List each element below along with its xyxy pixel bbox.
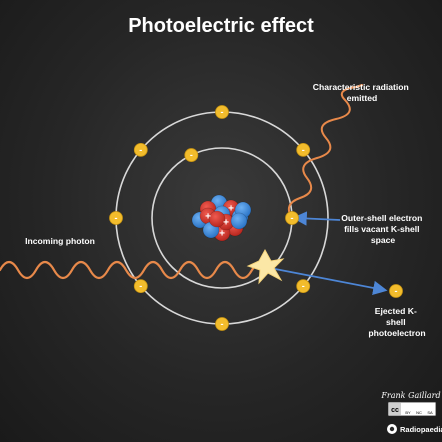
ejected-label: Ejected K- shell photoelectron (368, 306, 425, 338)
electron-dot (109, 211, 123, 225)
characteristic-line-1: Characteristic radiation (313, 82, 409, 92)
ejected-line-1: Ejected K- (375, 306, 417, 316)
proton-sign: + (228, 204, 234, 215)
proton-sign: + (219, 229, 225, 240)
incoming-photon-wave (0, 260, 265, 280)
electron-sign: - (221, 107, 224, 117)
credit-author: Frank Gaillard (380, 391, 440, 400)
electron-sign: - (190, 150, 193, 160)
ejected-electron: - (389, 284, 403, 298)
nucleus: ++++ (191, 194, 252, 242)
outer-shell-arrow (292, 211, 341, 226)
electron-sign: - (221, 319, 224, 329)
proton-sign: + (205, 212, 211, 223)
electron-dot (215, 317, 229, 331)
outer-shell-electron: - (109, 211, 123, 225)
electron-dot (285, 211, 299, 225)
electron-dot (184, 148, 199, 162)
inner-shell-electron: - (285, 211, 299, 225)
license-cc-text: cc (391, 407, 399, 414)
proton-sign: + (223, 218, 229, 229)
outer-shell-electron: - (133, 142, 148, 157)
outer-shell-electron: - (133, 279, 148, 294)
license-term-by: BY (405, 410, 411, 415)
electron-dot (389, 284, 403, 298)
outer-shell-line-2: fills vacant K-shell (344, 224, 419, 234)
radiopaedia-logo-inner (389, 426, 395, 432)
outer-shell-label: Outer-shell electron fills vacant K-shel… (341, 213, 425, 245)
electron-sign: - (302, 145, 305, 155)
ejected-line-2: shell (386, 317, 406, 327)
electron-dot (133, 279, 148, 294)
license-badge-left (389, 403, 401, 415)
electron-sign: - (302, 281, 305, 291)
outer-shell-line-1: Outer-shell electron (341, 213, 422, 223)
license-term-nc: NC (416, 410, 422, 415)
electron-sign: - (115, 213, 118, 223)
electron-dot (133, 142, 148, 157)
outer-shell-electron: - (296, 142, 311, 157)
credit-block: Frank Gaillard cc BY NC SA Radiopaedia (380, 391, 442, 434)
outer-shell-electron: - (215, 105, 229, 119)
license-term-sa: SA (427, 410, 433, 415)
ejection-arrow (269, 267, 388, 296)
electron-sign: - (395, 286, 398, 296)
ejected-line-3: photoelectron (368, 328, 425, 338)
electron-sign: - (291, 213, 294, 223)
outer-shell-electron: - (296, 279, 311, 294)
electron-dot (296, 279, 311, 294)
outer-shell-electron: - (215, 317, 229, 331)
electron-sign: - (139, 145, 142, 155)
electron-sign: - (139, 281, 142, 291)
characteristic-line-2: emitted (347, 93, 378, 103)
page-title: Photoelectric effect (128, 15, 314, 37)
credit-site: Radiopaedia (400, 425, 442, 434)
electron-dot (296, 142, 311, 157)
electron-dot (215, 105, 229, 119)
collision-flash (246, 248, 285, 285)
characteristic-radiation-wave (287, 84, 363, 219)
electrons: - - - - - - - - - - (109, 105, 403, 331)
incoming-photon-label: Incoming photon (25, 236, 95, 246)
outer-shell-line-3: space (371, 235, 396, 245)
neutron (230, 212, 248, 230)
inner-shell-electron: - (184, 148, 199, 162)
proton (208, 210, 226, 228)
characteristic-radiation-label: Characteristic radiation emitted (313, 82, 411, 103)
